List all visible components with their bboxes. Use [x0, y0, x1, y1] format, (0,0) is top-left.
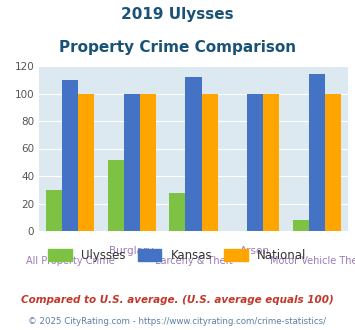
Text: 2019 Ulysses: 2019 Ulysses: [121, 7, 234, 21]
Text: © 2025 CityRating.com - https://www.cityrating.com/crime-statistics/: © 2025 CityRating.com - https://www.city…: [28, 317, 327, 326]
Text: All Property Crime: All Property Crime: [26, 256, 114, 266]
Bar: [309, 74, 325, 231]
Bar: [78, 93, 94, 231]
Text: Larceny & Theft: Larceny & Theft: [154, 256, 233, 266]
Bar: [293, 220, 309, 231]
Bar: [169, 192, 185, 231]
Bar: [124, 93, 140, 231]
Bar: [202, 93, 218, 231]
Text: Property Crime Comparison: Property Crime Comparison: [59, 40, 296, 54]
Bar: [62, 80, 78, 231]
Bar: [185, 77, 202, 231]
Bar: [46, 190, 62, 231]
Text: Compared to U.S. average. (U.S. average equals 100): Compared to U.S. average. (U.S. average …: [21, 295, 334, 305]
Bar: [263, 93, 279, 231]
Legend: Ulysses, Kansas, National: Ulysses, Kansas, National: [44, 244, 311, 266]
Bar: [325, 93, 341, 231]
Text: Burglary: Burglary: [109, 246, 154, 256]
Text: Motor Vehicle Theft: Motor Vehicle Theft: [270, 256, 355, 266]
Bar: [108, 159, 124, 231]
Text: Arson: Arson: [240, 246, 270, 256]
Bar: [247, 93, 263, 231]
Bar: [140, 93, 156, 231]
